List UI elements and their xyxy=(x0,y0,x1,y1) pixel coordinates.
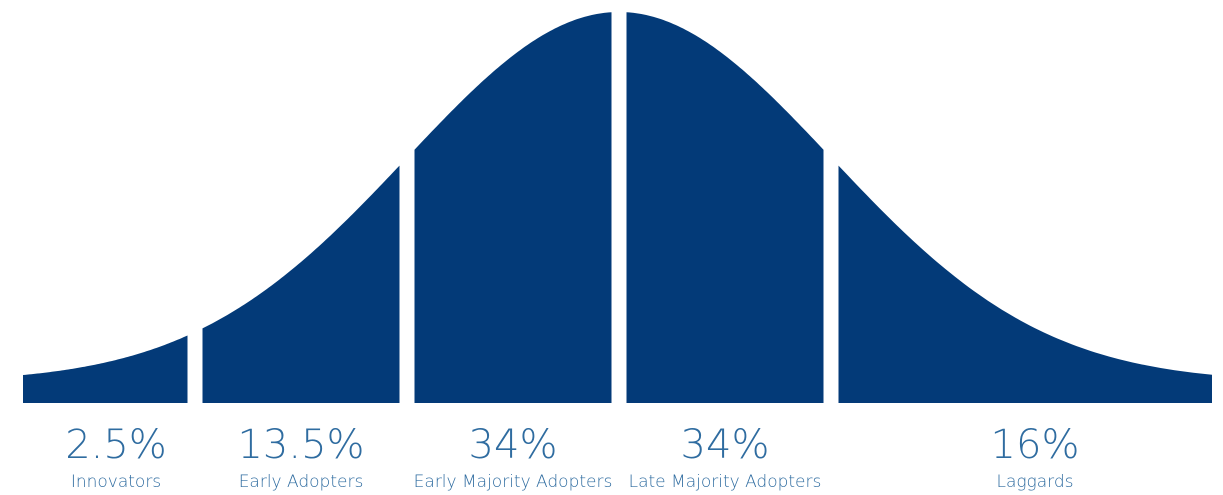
curve-segments xyxy=(23,12,1212,403)
segment-percent-label: 34% xyxy=(681,422,770,468)
segment-category-label: Late Majority Adopters xyxy=(629,472,822,492)
curve-segment-4 xyxy=(626,12,824,403)
segment-percent-label: 16% xyxy=(991,422,1080,468)
segment-percent-label: 2.5% xyxy=(65,422,167,468)
segment-category-label: Early Majority Adopters xyxy=(414,472,613,492)
curve-segment-3 xyxy=(414,12,612,403)
segment-percent-label: 13.5% xyxy=(237,422,364,468)
curve-segment-2 xyxy=(202,165,400,403)
segment-category-label: Laggards xyxy=(996,472,1073,492)
segment-labels: 2.5% Innovators 13.5% Early Adopters 34% Earl… xyxy=(65,422,1079,492)
segment-percent-label: 34% xyxy=(469,422,558,468)
curve-segment-1 xyxy=(23,335,188,403)
segment-category-label: Innovators xyxy=(71,472,161,492)
curve-segment-5 xyxy=(838,165,1212,403)
segment-category-label: Early Adopters xyxy=(239,472,364,492)
